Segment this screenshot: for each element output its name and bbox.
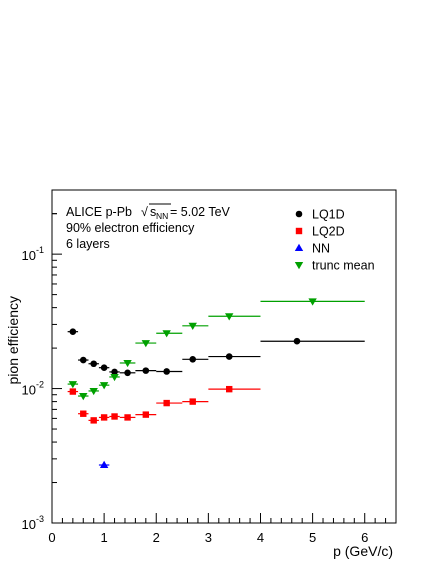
data-point [111, 368, 118, 376]
plot-frame [51, 189, 397, 524]
legend-marker [295, 210, 303, 218]
annotation-line-1: ALICE p-Pb [66, 205, 132, 219]
series-nn [98, 460, 110, 469]
annotation-sqrt-s: s [150, 205, 156, 219]
y-tick-label-exponent: -2 [36, 380, 44, 390]
series-lq2d [67, 385, 261, 424]
y-tick-label: 10 [22, 517, 36, 532]
y-tick-label-exponent: -1 [36, 245, 44, 255]
data-point [163, 368, 170, 375]
data-point [90, 360, 97, 368]
legend-label: NN [312, 242, 330, 256]
data-point [142, 367, 150, 374]
x-tick-label: 1 [101, 530, 108, 545]
x-tick-label: 2 [153, 530, 160, 545]
data-point [69, 388, 77, 395]
data-point [69, 328, 77, 335]
data-point [163, 399, 170, 407]
data-point [90, 417, 97, 424]
annotation-sqrt-symbol: √ [141, 205, 148, 219]
data-point [99, 382, 109, 390]
x-tick-label: 0 [48, 530, 55, 545]
data-point [124, 414, 131, 421]
data-point [188, 322, 197, 331]
data-point [111, 413, 118, 420]
data-point [100, 414, 108, 421]
y-tick-label-exponent: -3 [36, 514, 44, 524]
legend-marker [295, 227, 303, 235]
data-point [110, 373, 119, 382]
legend: LQ1D LQ2D NN trunc mean [294, 208, 375, 273]
series-trunc-mean [67, 298, 365, 401]
legend-label: trunc mean [312, 259, 375, 273]
x-tick-label: 6 [361, 530, 368, 545]
data-point [226, 385, 233, 393]
data-point [124, 369, 131, 377]
x-tick-label: 5 [309, 530, 316, 545]
data-point [225, 313, 234, 321]
y-tick-labels: 10-310-210-1 [22, 245, 44, 532]
data-point [162, 330, 171, 338]
data-point [89, 387, 98, 396]
legend-marker [294, 262, 304, 270]
data-point [79, 393, 88, 401]
data-point [99, 460, 109, 469]
x-tick-labels: 0 1 2 3 4 5 6 [48, 530, 368, 545]
data-point [141, 340, 151, 348]
annotation-sqrt-sub: NN [156, 211, 168, 221]
y-tick-label: 10 [22, 383, 36, 398]
axis-ticks [51, 189, 397, 524]
annotation-collision: ALICE p-Pb [66, 205, 132, 219]
data-point [68, 381, 78, 389]
annotation-energy: = 5.02 TeV [170, 205, 231, 219]
data-point [79, 356, 87, 364]
y-axis-title: pion efficiency [5, 296, 21, 384]
annotation-line-3: 6 layers [66, 237, 110, 251]
annotation-line-2: 90% electron efficiency [66, 221, 195, 235]
data-point [189, 356, 197, 363]
x-axis-title: p (GeV/c) [333, 543, 393, 559]
series-lq1d [67, 328, 365, 377]
annotation-block: ALICE p-Pb √ s NN = 5.02 TeV 90% electro… [66, 203, 231, 251]
y-tick-label: 10 [22, 248, 36, 263]
legend-label: LQ2D [312, 225, 345, 239]
legend-marker [294, 243, 304, 251]
data-point [80, 410, 87, 417]
data-point [123, 359, 132, 368]
data-point [142, 411, 150, 418]
data-point [100, 364, 108, 371]
data-point [293, 337, 301, 345]
legend-label: LQ1D [312, 208, 345, 222]
data-point [189, 398, 196, 405]
x-tick-label: 3 [205, 530, 212, 545]
x-tick-label: 4 [257, 530, 264, 545]
data-marks [67, 298, 365, 469]
data-point [225, 353, 233, 360]
data-point [308, 298, 317, 306]
